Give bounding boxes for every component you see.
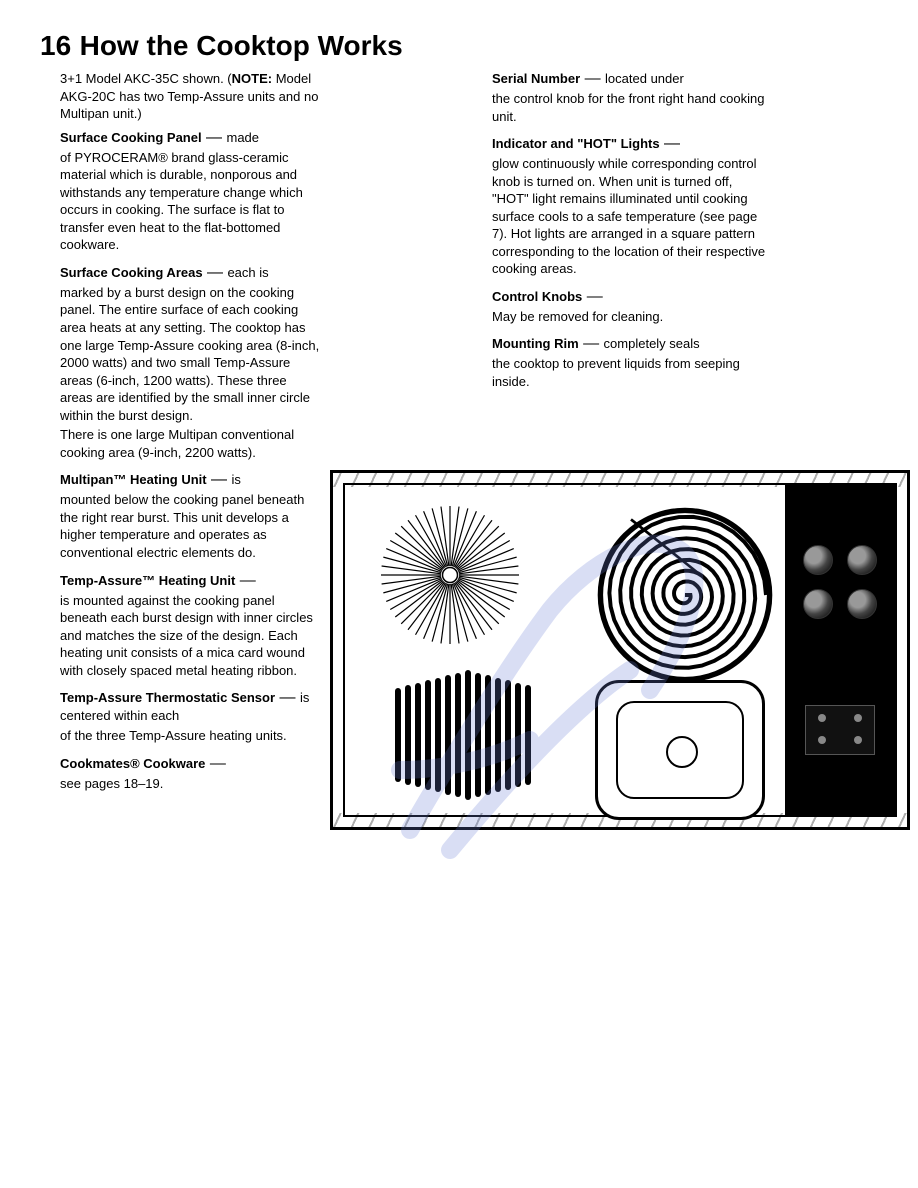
control-knob-icon <box>803 589 833 619</box>
page-header: 16 How the Cooktop Works <box>40 30 878 62</box>
left-column: 3+1 Model AKC-35C shown. (NOTE: Model AK… <box>60 70 320 802</box>
intro-note: 3+1 Model AKC-35C shown. (NOTE: Model AK… <box>60 70 320 123</box>
section-mounting-rim: Mounting Rim — completely seals the cook… <box>492 335 772 390</box>
section-multipan-heating-unit: Multipan™ Heating Unit — is mounted belo… <box>60 471 320 561</box>
temp-assure-grill-icon <box>390 670 540 800</box>
cooktop-surface <box>343 483 897 817</box>
page-title: How the Cooktop Works <box>80 30 403 61</box>
section-indicator-hot-lights: Indicator and "HOT" Lights — glow contin… <box>492 135 772 278</box>
burst-burner-icon <box>375 500 525 650</box>
section-serial-number: Serial Number — located under the contro… <box>492 70 772 125</box>
control-knob-icon <box>847 545 877 575</box>
hot-light-icon <box>854 736 862 744</box>
control-knob-icon <box>803 545 833 575</box>
content-area: 3+1 Model AKC-35C shown. (NOTE: Model AK… <box>60 70 878 802</box>
cooktop-diagram <box>330 470 910 830</box>
control-knob-icon <box>847 589 877 619</box>
hot-light-icon <box>818 736 826 744</box>
cookware-pot-icon <box>595 680 765 820</box>
hot-light-panel-icon <box>805 705 875 755</box>
hot-light-icon <box>854 714 862 722</box>
section-temp-assure-sensor: Temp-Assure Thermostatic Sensor — is cen… <box>60 689 320 745</box>
section-temp-assure-heating-unit: Temp-Assure™ Heating Unit — is mounted a… <box>60 572 320 680</box>
hot-light-icon <box>818 714 826 722</box>
multipan-coil-icon <box>595 505 775 685</box>
page-number: 16 <box>40 30 71 61</box>
control-panel <box>785 485 895 815</box>
section-surface-cooking-areas: Surface Cooking Areas — each is marked b… <box>60 264 320 461</box>
section-surface-cooking-panel: Surface Cooking Panel — made of PYROCERA… <box>60 129 320 254</box>
section-cookmates-cookware: Cookmates® Cookware — see pages 18–19. <box>60 755 320 793</box>
section-control-knobs: Control Knobs — May be removed for clean… <box>492 288 772 326</box>
